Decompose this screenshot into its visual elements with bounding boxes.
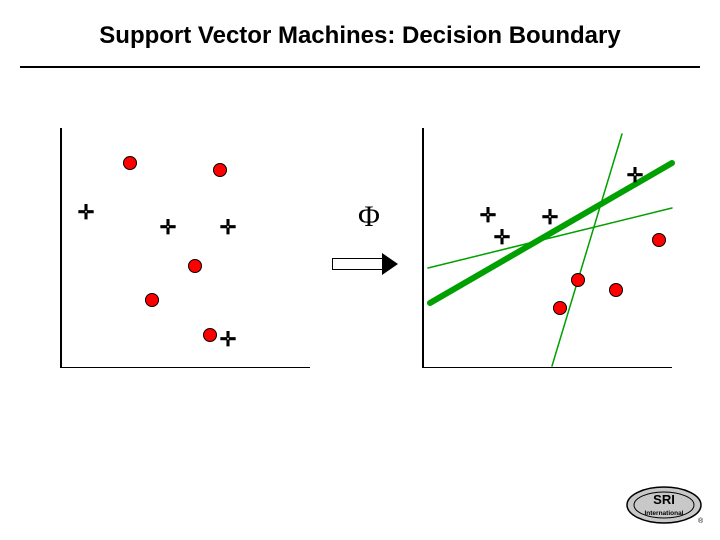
data-point-cross: ✛ xyxy=(494,228,511,248)
phi-label: Φ xyxy=(358,200,380,234)
title-underline xyxy=(20,66,700,68)
svg-text:®: ® xyxy=(698,517,703,525)
data-point-dot xyxy=(145,293,159,307)
arrow-shaft xyxy=(332,258,382,270)
decision-lines xyxy=(422,128,672,368)
logo-text-top: SRI xyxy=(653,492,675,507)
sri-logo: SRI International ® xyxy=(625,485,703,530)
data-point-dot xyxy=(203,328,217,342)
data-point-cross: ✛ xyxy=(542,208,559,228)
data-point-dot xyxy=(652,233,666,247)
data-point-dot xyxy=(609,283,623,297)
data-point-dot xyxy=(123,156,137,170)
y-axis xyxy=(60,128,62,368)
arrow-head-icon xyxy=(382,253,398,275)
data-point-cross: ✛ xyxy=(220,218,237,238)
data-point-cross: ✛ xyxy=(160,218,177,238)
data-point-dot xyxy=(553,301,567,315)
data-point-dot xyxy=(213,163,227,177)
page-title: Support Vector Machines: Decision Bounda… xyxy=(0,22,720,50)
data-point-cross: ✛ xyxy=(627,166,644,186)
logo-text-bottom: International xyxy=(644,510,683,517)
data-point-cross: ✛ xyxy=(480,206,497,226)
data-point-cross: ✛ xyxy=(220,330,237,350)
input-space-plot: ✛ ✛ ✛ ✛ xyxy=(60,128,310,368)
data-point-dot xyxy=(188,259,202,273)
sri-logo-icon: SRI International ® xyxy=(625,485,703,525)
data-point-dot xyxy=(571,273,585,287)
feature-space-plot: ✛✛✛✛ xyxy=(422,128,672,368)
boundary-line xyxy=(552,134,622,366)
data-point-cross: ✛ xyxy=(78,203,95,223)
x-axis xyxy=(60,367,310,369)
